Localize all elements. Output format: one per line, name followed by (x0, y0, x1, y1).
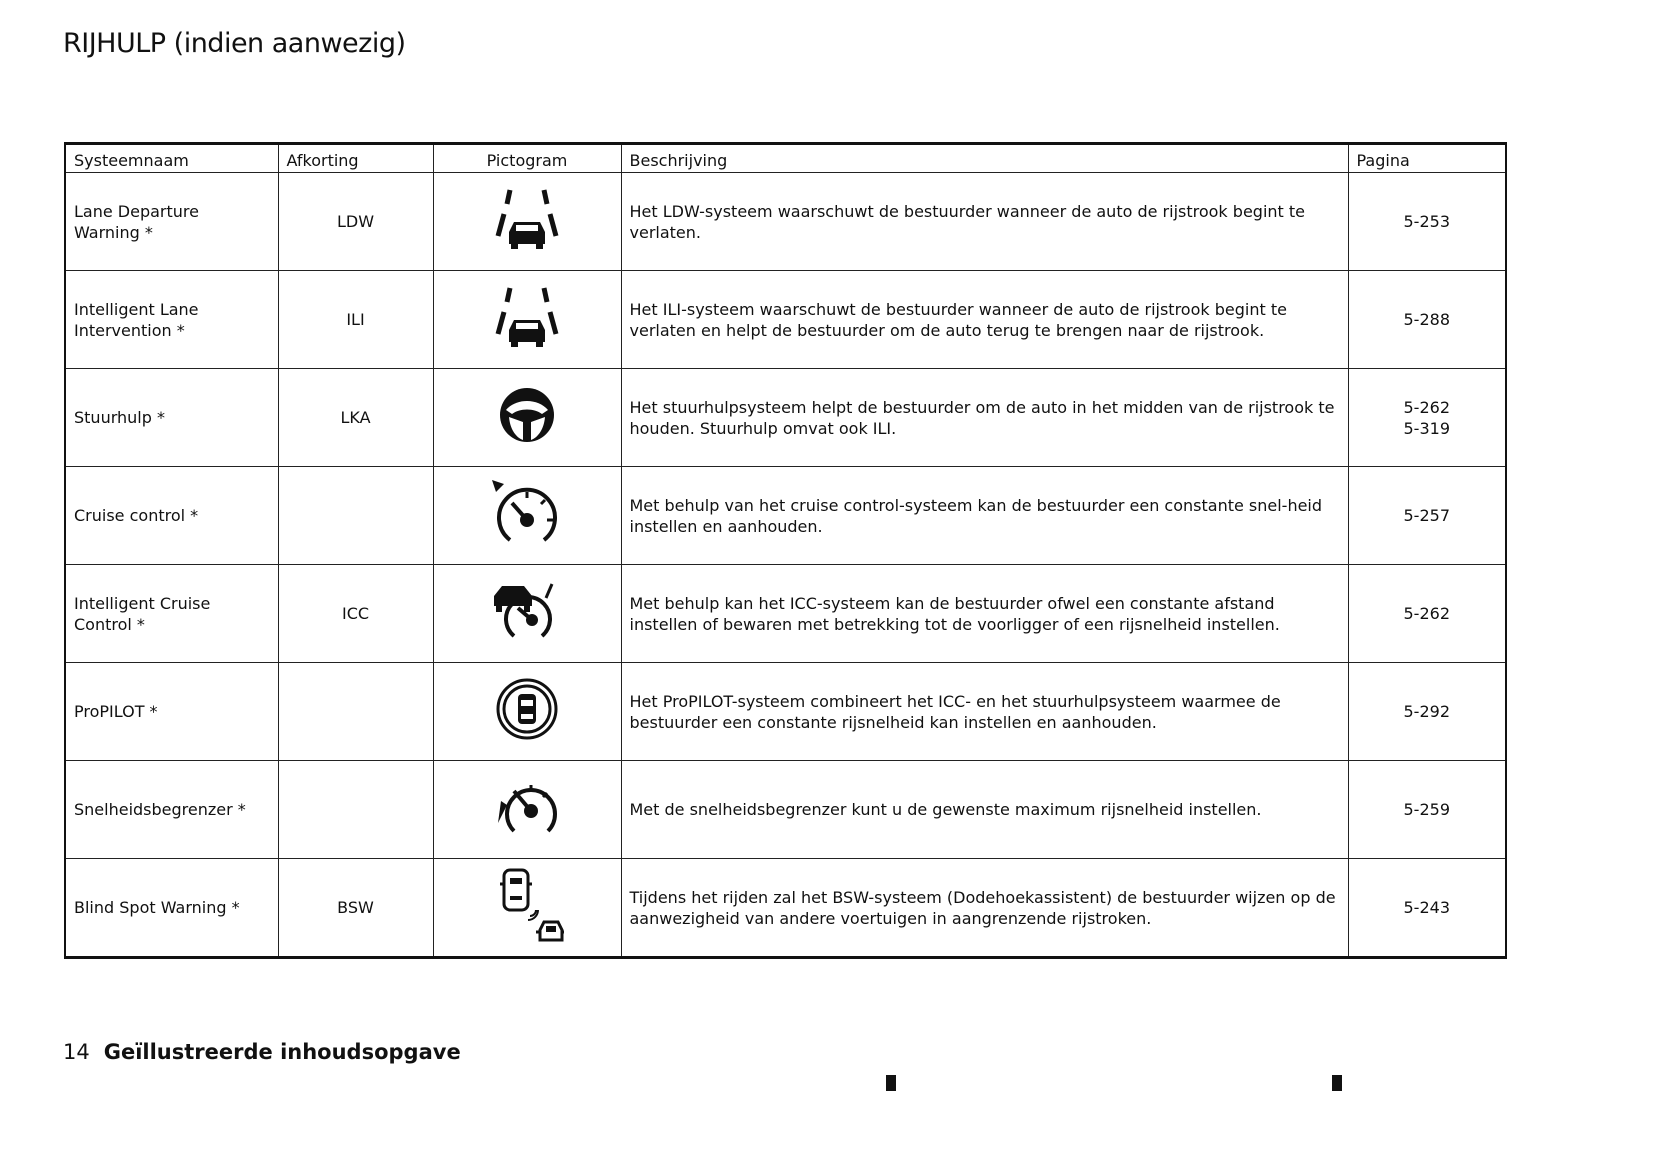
abbreviation: ICC (277, 564, 434, 663)
table-row: Snelheidsbegrenzer * Met de snelheidsbeg… (64, 760, 1507, 859)
page-reference: 5-243 (1347, 858, 1507, 958)
page-ref: 5-243 (1403, 898, 1451, 917)
description: Met behulp kan het ICC-systeem kan de be… (620, 564, 1349, 663)
description: Het stuurhulpsysteem helpt de bestuurder… (620, 368, 1349, 467)
pictogram-cell (432, 368, 622, 467)
propilot-icon (442, 676, 613, 747)
lane-intervention-icon (442, 286, 613, 353)
intelligent-cruise-control-icon (442, 580, 613, 647)
section-name: Geïllustreerde inhoudsopgave (103, 1040, 461, 1064)
description: Met behulp van het cruise control-systee… (620, 466, 1349, 565)
page-reference: 5-262 5-319 (1347, 368, 1507, 467)
abbreviation: ILI (277, 270, 434, 369)
header-abbreviation: Afkorting (277, 143, 434, 173)
abbreviation: LDW (277, 172, 434, 271)
page-reference: 5-259 (1347, 760, 1507, 859)
table-row: Stuurhulp * LKA Het stuurhulpsysteem hel… (64, 368, 1507, 467)
description: Het ILI-systeem waarschuwt de bestuurder… (620, 270, 1349, 369)
abbreviation: BSW (277, 858, 434, 958)
page-reference: 5-257 (1347, 466, 1507, 565)
table-row: ProPILOT * Het ProPILOT-systeem combinee… (64, 662, 1507, 761)
system-name: Stuurhulp * (64, 368, 279, 467)
header-page: Pagina (1347, 143, 1507, 173)
page-title: RIJHULP (indien aanwezig) (63, 28, 406, 59)
system-name: Lane Departure Warning * (64, 172, 279, 271)
pictogram-cell (432, 662, 622, 761)
page-reference: 5-253 (1347, 172, 1507, 271)
table-row: Blind Spot Warning * BSW Tijdens het rij… (64, 858, 1507, 958)
description: Tijdens het rijden zal het BSW-systeem (… (620, 858, 1349, 958)
table-row: Intelligent Lane Intervention * ILI Het … (64, 270, 1507, 369)
table-header-row: Systeemnaam Afkorting Pictogram Beschrij… (64, 143, 1507, 173)
table-row: Lane Departure Warning * LDW Het LDW-sys… (64, 172, 1507, 271)
description: Het ProPILOT-systeem combineert het ICC-… (620, 662, 1349, 761)
pictogram-cell (432, 564, 622, 663)
pictogram-cell (432, 858, 622, 958)
system-name: Blind Spot Warning * (64, 858, 279, 958)
page-ref: 5-262 (1403, 604, 1451, 623)
abbreviation: LKA (277, 368, 434, 467)
abbreviation (277, 466, 434, 565)
header-description: Beschrijving (620, 143, 1349, 173)
pictogram-cell (432, 466, 622, 565)
page-ref: 5-319 (1403, 418, 1451, 438)
page-ref: 5-259 (1403, 800, 1451, 819)
pictogram-cell (432, 172, 622, 271)
cruise-control-icon (442, 478, 613, 553)
table-row: Intelligent Cruise Control * ICC Met beh… (64, 564, 1507, 663)
steering-wheel-icon (442, 384, 613, 451)
driver-assist-table: Systeemnaam Afkorting Pictogram Beschrij… (64, 142, 1507, 959)
system-name: Cruise control * (64, 466, 279, 565)
page-ref: 5-257 (1403, 506, 1451, 525)
page-reference: 5-292 (1347, 662, 1507, 761)
speed-limiter-icon (442, 779, 613, 840)
page-ref: 5-253 (1403, 212, 1451, 231)
crop-mark (886, 1075, 896, 1091)
page-reference: 5-262 (1347, 564, 1507, 663)
system-name: ProPILOT * (64, 662, 279, 761)
abbreviation (277, 760, 434, 859)
pictogram-cell (432, 270, 622, 369)
system-name: Intelligent Lane Intervention * (64, 270, 279, 369)
description: Met de snelheidsbegrenzer kunt u de gewe… (620, 760, 1349, 859)
page-number: 14 (63, 1040, 90, 1064)
page-footer: 14 Geïllustreerde inhoudsopgave (63, 1040, 461, 1064)
header-pictogram: Pictogram (432, 143, 622, 173)
system-name: Intelligent Cruise Control * (64, 564, 279, 663)
system-name: Snelheidsbegrenzer * (64, 760, 279, 859)
page-ref: 5-262 (1403, 397, 1451, 417)
description: Het LDW-systeem waarschuwt de bestuurder… (620, 172, 1349, 271)
page-ref: 5-288 (1403, 310, 1451, 329)
abbreviation (277, 662, 434, 761)
header-system-name: Systeemnaam (64, 143, 279, 173)
page-reference: 5-288 (1347, 270, 1507, 369)
blind-spot-warning-icon (442, 868, 613, 947)
lane-departure-icon (442, 188, 613, 255)
page-ref: 5-292 (1403, 702, 1451, 721)
pictogram-cell (432, 760, 622, 859)
crop-mark (1332, 1075, 1342, 1091)
table-row: Cruise control * Met behulp van het crui… (64, 466, 1507, 565)
